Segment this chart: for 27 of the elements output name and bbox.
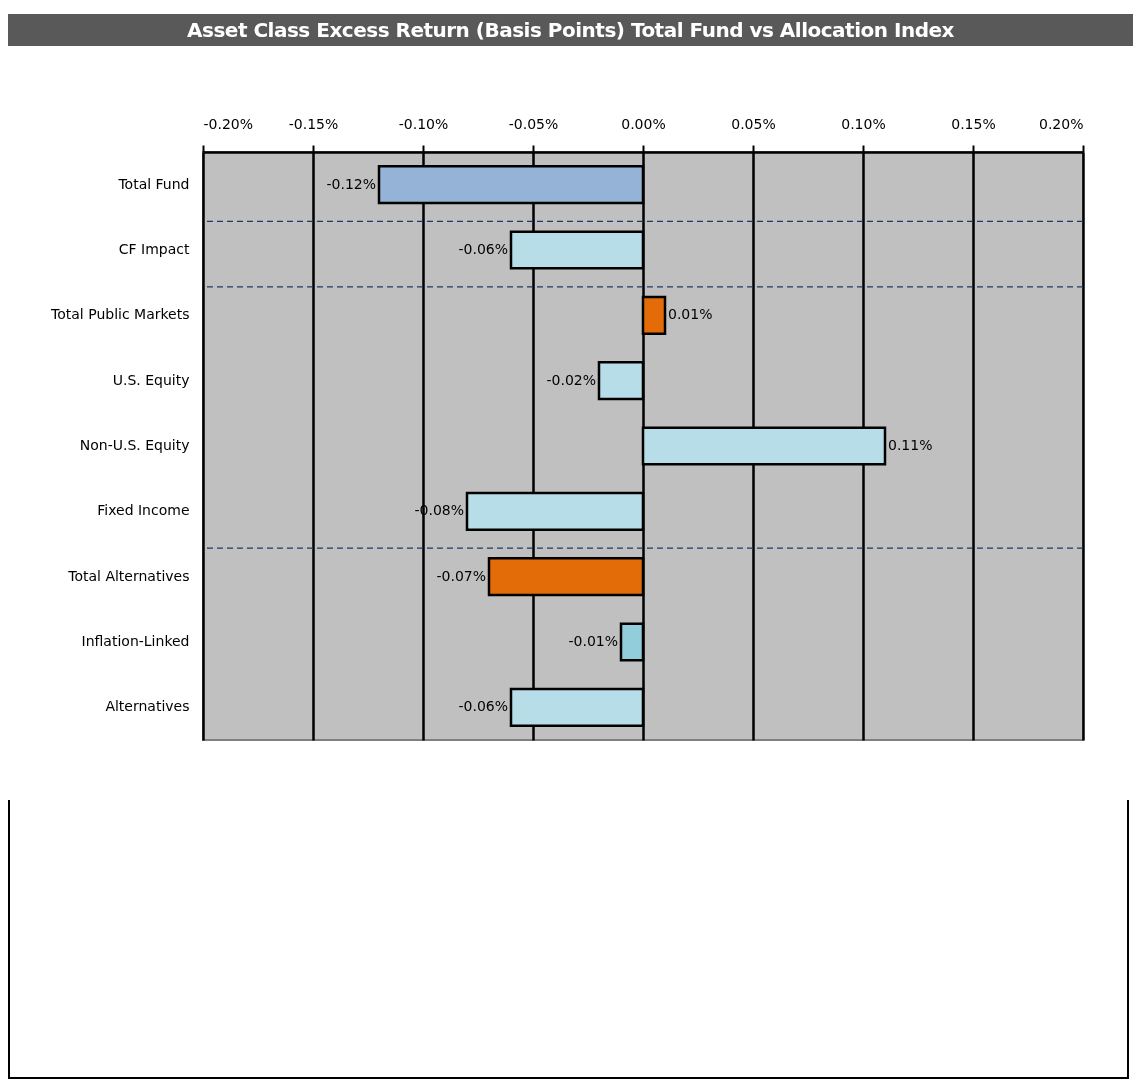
x-tick-label: 0.20% [1039,115,1084,132]
x-tick-label: -0.20% [203,115,254,132]
y-tick-label: Fixed Income [97,502,190,519]
data-label: 0.01% [668,306,713,323]
data-label: -0.07% [436,567,486,584]
x-tick-label: 0.05% [731,115,776,132]
data-label: 0.11% [888,437,933,453]
x-tick-label: 0.15% [951,115,996,132]
x-tick-label: -0.15% [288,115,339,132]
y-tick-label: Non-U.S. Equity [79,437,190,453]
y-tick-label: CF Impact [118,241,190,257]
y-tick-label: Total Public Markets [50,306,190,323]
y-tick-label: U.S. Equity [112,371,190,388]
x-tick-label: 0.00% [621,115,666,132]
y-tick-label: Alternatives [105,698,190,715]
y-tick-label: Inflation-Linked [81,633,190,649]
data-label: -0.12% [326,175,376,192]
x-tick-label: -0.05% [508,115,559,132]
data-label: -0.01% [568,633,618,649]
x-tick-label: 0.10% [841,115,886,132]
y-tick-label: Total Alternatives [67,567,190,584]
y-tick-label: Total Fund [117,175,190,192]
data-label: -0.02% [546,371,596,388]
data-label: -0.06% [458,241,508,257]
data-label: -0.06% [458,698,508,715]
x-tick-label: -0.10% [398,115,449,132]
chart-title: Asset Class Excess Return (Basis Points) Total Fund vs Allocation Index [8,14,1133,46]
